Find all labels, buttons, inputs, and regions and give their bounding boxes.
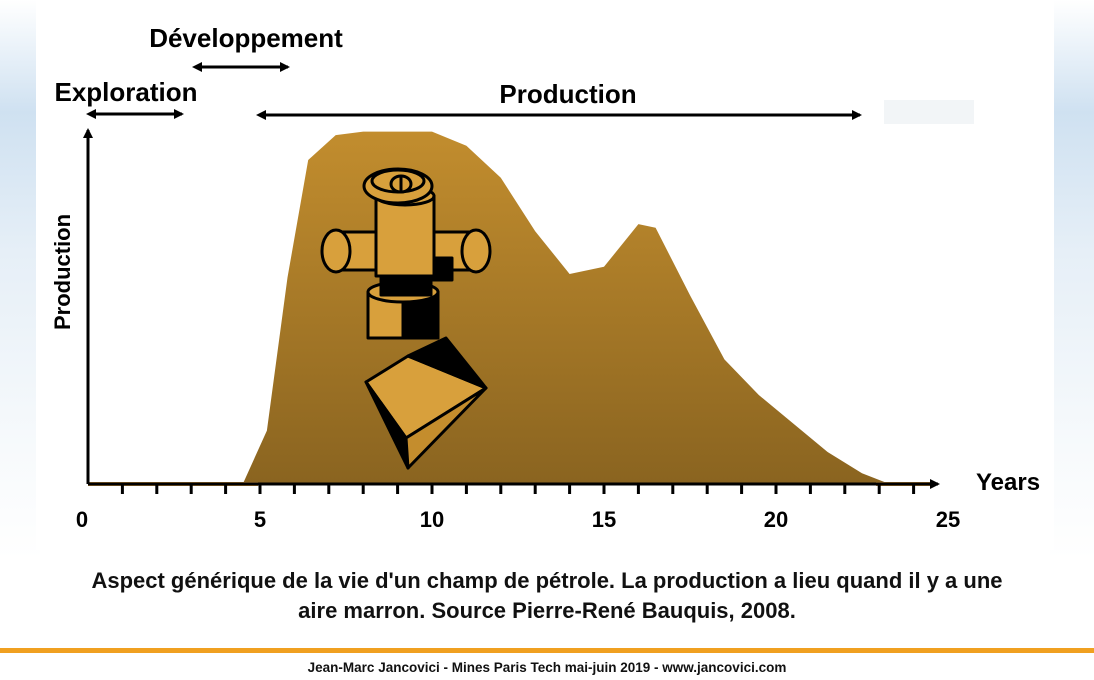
x-tick-label-0: 0 — [76, 507, 88, 532]
phase-label-1: Développement — [149, 23, 343, 53]
x-axis-tick-labels: 0 5 10 15 20 25 — [76, 507, 960, 532]
x-axis-label: Years — [976, 469, 1040, 496]
background-left-band — [0, 0, 40, 560]
oil-field-life-chart: 0 5 10 15 20 25 Years Production Exploration D… — [36, 0, 1054, 550]
chart-canvas: 0 5 10 15 20 25 Years Production Exploration D… — [50, 23, 1040, 532]
x-tick-label-10: 10 — [420, 507, 444, 532]
wellhead-icon — [320, 167, 492, 470]
y-axis-label: Production — [50, 214, 75, 330]
caption-line-1: Aspect générique de la vie d'un champ de… — [91, 568, 1003, 593]
x-axis-ticks — [120, 484, 916, 494]
phase-arrowhead-left-2 — [256, 110, 266, 120]
x-tick-label-20: 20 — [764, 507, 788, 532]
footer-credit: Jean-Marc Jancovici - Mines Paris Tech m… — [307, 660, 787, 675]
figure-caption: Aspect générique de la vie d'un champ de… — [0, 566, 1094, 626]
phase-arrowhead-left-0 — [86, 109, 96, 119]
production-area — [242, 131, 890, 484]
caption-line-2: aire marron. Source Pierre-René Bauquis,… — [298, 598, 796, 623]
phase-arrowhead-left-1 — [192, 62, 202, 72]
x-tick-label-5: 5 — [254, 507, 266, 532]
faded-artifact — [884, 100, 974, 124]
phase-annotations: Exploration Développement Production — [54, 23, 862, 120]
x-tick-label-25: 25 — [936, 507, 960, 532]
phase-label-0: Exploration — [54, 77, 197, 107]
footer-divider — [0, 648, 1094, 653]
phase-label-2: Production — [499, 79, 636, 109]
x-tick-label-15: 15 — [592, 507, 616, 532]
background-right-band — [1050, 0, 1094, 560]
